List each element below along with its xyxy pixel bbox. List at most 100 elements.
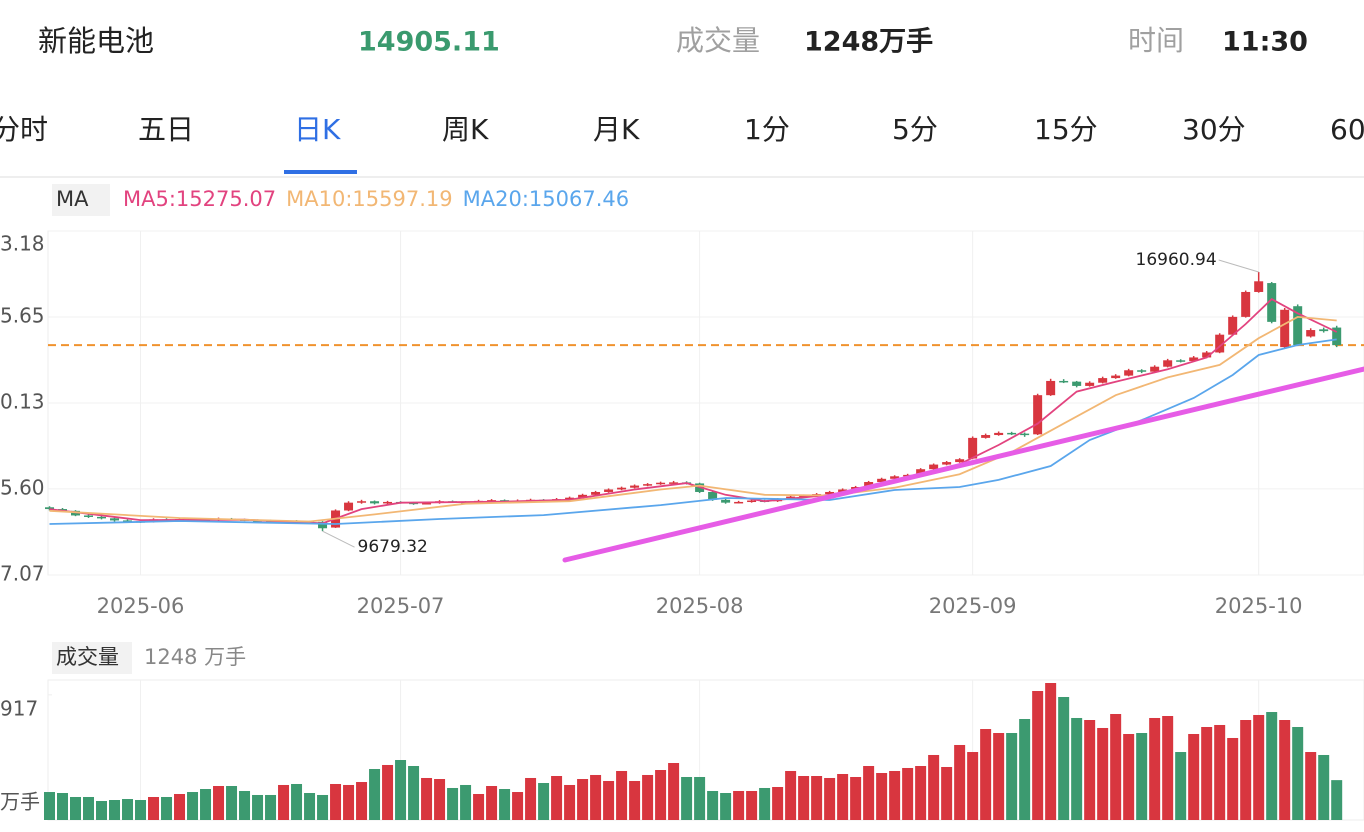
annotation-leader [322, 530, 355, 548]
tab[interactable]: 周K [442, 113, 489, 146]
candle-body [383, 501, 393, 504]
volume-bar [1240, 720, 1252, 820]
y-tick-label: 7.07 [0, 562, 45, 586]
x-tick-label: 2025-06 [97, 594, 185, 618]
volume-bar [746, 790, 758, 820]
tab[interactable]: 5分 [892, 113, 938, 146]
time-label: 时间 [1128, 24, 1184, 57]
candle-body [591, 491, 601, 495]
volume-bar [1149, 717, 1161, 820]
candle-body [344, 502, 354, 511]
candle-body [1163, 360, 1173, 367]
volume-bar [1162, 716, 1174, 820]
volume-bar [759, 787, 771, 820]
candle-body [1072, 381, 1082, 386]
tab[interactable]: 1分 [744, 113, 790, 146]
candle-body [1215, 334, 1225, 353]
tab[interactable]: 15分 [1034, 113, 1098, 146]
volume-bar [1084, 720, 1096, 820]
candle-body [1176, 360, 1186, 362]
volume-bar [265, 794, 277, 820]
candle-body [916, 469, 926, 475]
volume-bar [330, 783, 342, 820]
volume-bar [447, 787, 459, 820]
tab[interactable]: 分时 [0, 113, 48, 146]
volume-bar [1305, 752, 1317, 820]
volume-bar [733, 790, 745, 820]
candle-body [1293, 306, 1303, 345]
candle-body [578, 494, 588, 498]
x-tick-label: 2025-07 [357, 594, 445, 618]
candle-body [643, 484, 653, 486]
candle-body [669, 482, 679, 484]
volume-bar [824, 777, 836, 820]
volume-bar [1110, 713, 1122, 820]
volume-bar [70, 796, 82, 820]
candle-body [565, 497, 575, 500]
volume-bar [720, 793, 732, 820]
candle-body [942, 462, 952, 465]
stock-price: 14905.11 [358, 27, 500, 58]
volume-bar [356, 782, 368, 820]
candle-body [370, 501, 380, 504]
candle-body [708, 491, 718, 500]
tab[interactable]: 五日 [138, 113, 194, 146]
annotation-leader [1218, 259, 1259, 273]
volume-bar [798, 776, 810, 820]
volume-bar [421, 777, 433, 820]
volume-bar [486, 786, 498, 820]
indicator-name: MA [56, 187, 89, 211]
ma-line [49, 315, 1337, 523]
volume-bar [525, 777, 537, 820]
volume-bar [252, 794, 264, 820]
volume-bar [408, 766, 420, 820]
candle-body [864, 482, 874, 487]
volume-bar [304, 793, 316, 820]
volume-bar [226, 786, 238, 820]
volume-bar [213, 786, 225, 820]
volume-bar [161, 796, 173, 820]
volume-bar [889, 770, 901, 820]
tab[interactable]: 30分 [1182, 113, 1246, 146]
volume-bar [1136, 733, 1148, 820]
volume-bar [109, 800, 121, 820]
volume-bar [941, 766, 953, 820]
candle-body [1098, 378, 1108, 383]
volume-bar [473, 793, 485, 820]
candle-body [747, 500, 757, 503]
candle-body [1202, 352, 1212, 358]
volume-bar [1188, 733, 1200, 820]
volume-bar [590, 774, 602, 820]
volume-bar [1279, 720, 1291, 820]
tab[interactable]: 月K [593, 113, 640, 146]
volume-bar [772, 786, 784, 820]
volume-bar [928, 754, 940, 820]
volume-tag [52, 642, 132, 674]
volume-label: 成交量 [676, 24, 760, 57]
candle-body [1046, 380, 1056, 396]
candle-body [890, 476, 900, 479]
volume-bar [1253, 714, 1265, 820]
x-tick-label: 2025-08 [656, 594, 744, 618]
indicator-tag[interactable] [52, 184, 110, 216]
candle-body [656, 482, 666, 485]
volume-bar [1097, 727, 1109, 820]
volume-bar [499, 789, 511, 820]
tab-bar: 分时 五日 日K 周K 月K 1分 5分 15分 30分 60 [0, 113, 1364, 174]
volume-bar [382, 764, 394, 820]
volume-legend: 1248 万手 [144, 645, 246, 669]
volume-bar [369, 769, 381, 820]
volume-bar [460, 784, 472, 820]
plot: 3.18 5.65 0.13 5.60 7.07 2025-06 2025-07 2025-0… [0, 187, 1364, 821]
tab[interactable]: 60 [1330, 113, 1364, 146]
ma-line [49, 297, 1338, 525]
volume-bar [148, 796, 160, 820]
candle-body [721, 499, 731, 503]
volume-bar [642, 774, 654, 820]
volume-bar [668, 763, 680, 820]
tab[interactable]: 日K [294, 113, 341, 146]
volume-bar [96, 800, 108, 820]
tab-underline [284, 170, 357, 174]
